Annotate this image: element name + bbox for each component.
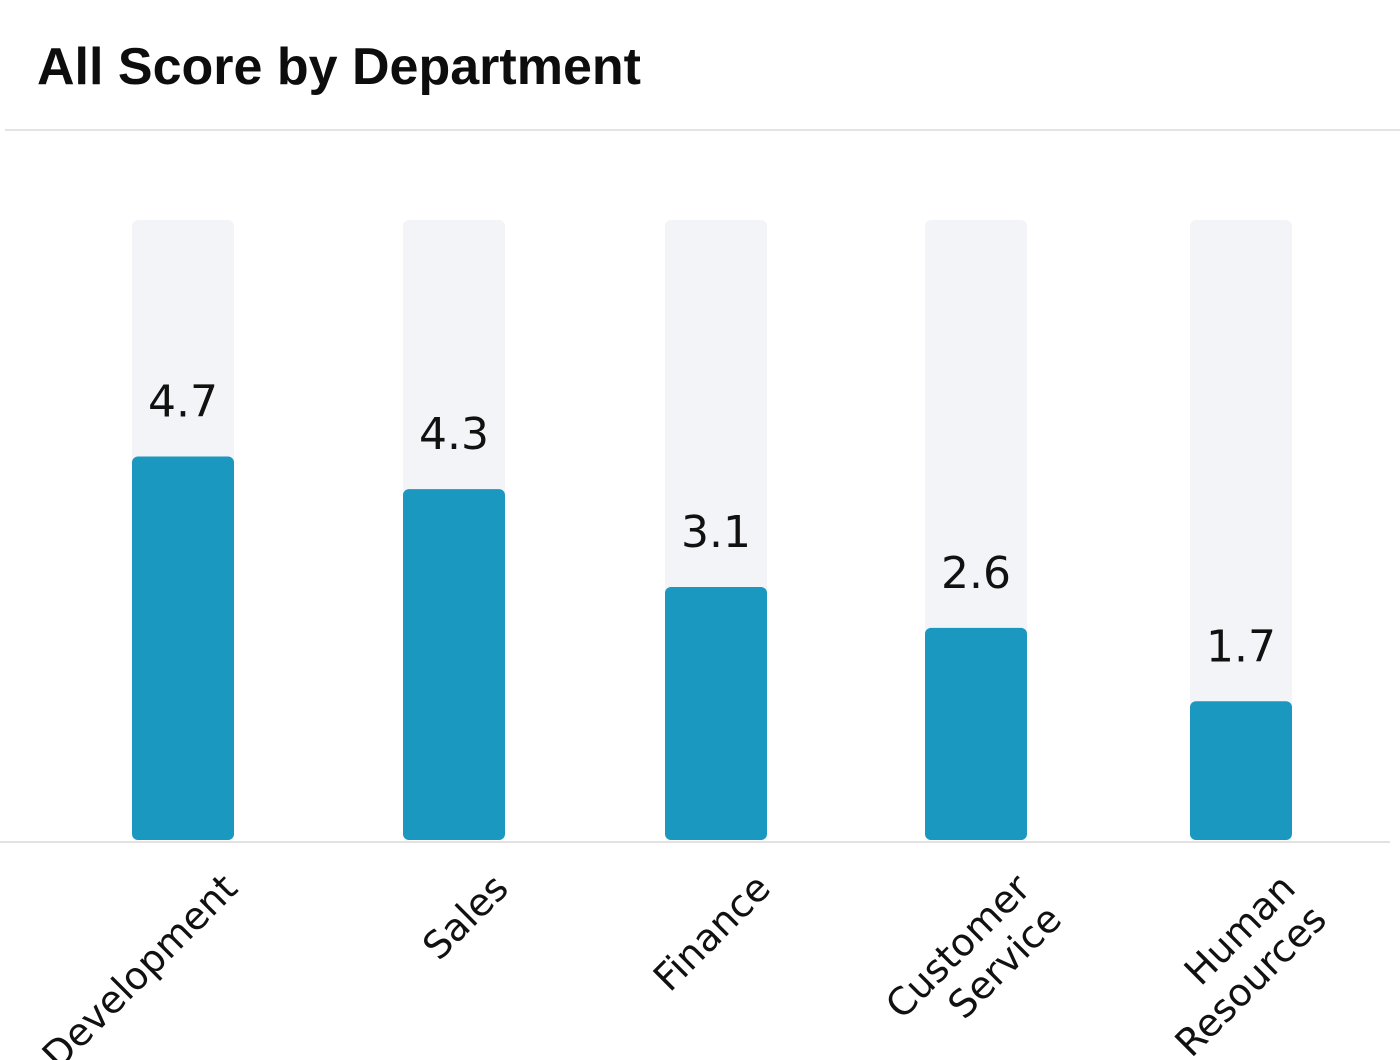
bar-customer-service[interactable] — [925, 627, 1027, 840]
bar-sales[interactable] — [403, 489, 505, 840]
category-label-line: Development — [34, 866, 246, 1060]
category-label-development: Development — [34, 866, 246, 1060]
value-labels: 4.7 4.3 3.1 2.6 1.7 — [148, 376, 1276, 672]
value-label-sales: 4.3 — [419, 409, 489, 460]
value-label-development: 4.7 — [148, 376, 218, 427]
chart-title: All Score by Department — [37, 38, 641, 96]
value-label-customer-service: 2.6 — [941, 548, 1011, 599]
category-label-line: Finance — [645, 866, 779, 1000]
bar-development[interactable] — [132, 456, 234, 840]
bar-track-human-resources — [1190, 220, 1292, 840]
bar-finance[interactable] — [665, 587, 767, 840]
value-label-finance: 3.1 — [681, 507, 751, 558]
category-label-line: Sales — [414, 866, 517, 969]
category-label-sales: Sales — [414, 866, 517, 969]
title-divider — [5, 129, 1400, 131]
bar-human-resources[interactable] — [1190, 701, 1292, 840]
bars — [132, 456, 1292, 840]
category-label-finance: Finance — [645, 866, 779, 1000]
value-label-human-resources: 1.7 — [1206, 621, 1276, 672]
